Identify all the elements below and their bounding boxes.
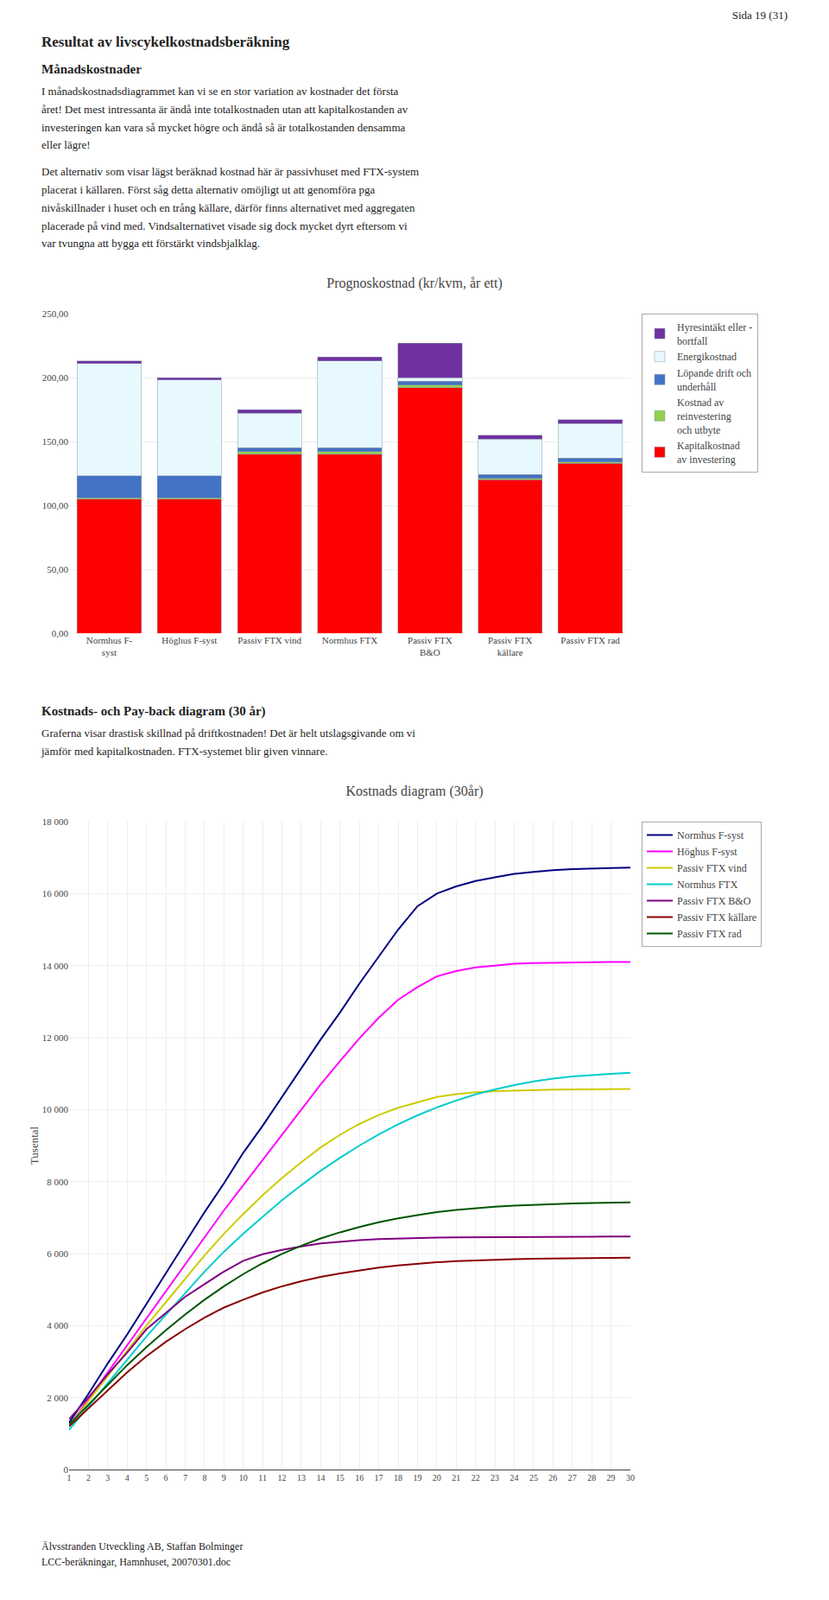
svg-text:Hyresintäkt eller -bortfall: Hyresintäkt eller -bortfall — [677, 321, 753, 348]
svg-text:Höghus F-syst: Höghus F-syst — [677, 845, 738, 858]
svg-text:23: 23 — [490, 1472, 500, 1482]
svg-text:Passiv FTXkällare: Passiv FTXkällare — [487, 634, 533, 658]
svg-text:16 000: 16 000 — [42, 887, 70, 899]
svg-text:Passiv FTX rad: Passiv FTX rad — [677, 927, 742, 940]
html-text:Sida 19 (31): Sida 19 (31) — [732, 8, 788, 22]
svg-text:Normhus F-syst: Normhus F-syst — [677, 829, 745, 842]
svg-text:0,00: 0,00 — [51, 627, 70, 639]
svg-text:150,00: 150,00 — [42, 436, 70, 447]
html-text:Resultat av livscykelkostnadsb: Resultat av livscykelkostnadsberäkning — [41, 33, 290, 51]
svg-text:Normhus FTX: Normhus FTX — [677, 878, 739, 891]
svg-text:4: 4 — [125, 1472, 130, 1482]
svg-text:Kostnads diagram (30år): Kostnads diagram (30år) — [345, 783, 483, 799]
svg-text:250,00: 250,00 — [42, 308, 70, 319]
svg-text:Prognoskostnad (kr/kvm, år ett: Prognoskostnad (kr/kvm, år ett) — [326, 275, 503, 292]
svg-text:6: 6 — [164, 1472, 169, 1482]
svg-text:Passiv FTXB&O: Passiv FTXB&O — [407, 634, 453, 658]
svg-text:30: 30 — [626, 1472, 635, 1482]
svg-text:12: 12 — [278, 1472, 287, 1482]
svg-text:0: 0 — [63, 1463, 70, 1475]
svg-text:17: 17 — [374, 1472, 384, 1482]
html-text:Månadskostnader: Månadskostnader — [41, 62, 142, 76]
svg-text:Löpande drift ochunderhåll: Löpande drift ochunderhåll — [677, 367, 752, 393]
svg-text:22: 22 — [471, 1472, 481, 1482]
svg-text:13: 13 — [297, 1472, 306, 1482]
svg-text:Passiv FTX vind: Passiv FTX vind — [677, 861, 747, 874]
svg-text:8 000: 8 000 — [46, 1175, 69, 1186]
svg-text:8: 8 — [202, 1472, 207, 1482]
svg-text:Passiv FTX källare: Passiv FTX källare — [677, 911, 757, 924]
svg-text:27: 27 — [568, 1472, 577, 1482]
svg-text:200,00: 200,00 — [42, 372, 70, 383]
svg-text:Tusental: Tusental — [27, 1125, 41, 1165]
svg-text:18 000: 18 000 — [42, 816, 70, 827]
svg-text:50,00: 50,00 — [46, 563, 69, 575]
html-text:Älvsstranden Utveckling AB, St: Älvsstranden Utveckling AB, Staffan Bolm… — [41, 1539, 244, 1568]
html-text:Det alternativ som visar lägst: Det alternativ som visar lägst beräknad … — [41, 165, 419, 250]
svg-text:Passiv FTX B&O: Passiv FTX B&O — [677, 894, 752, 907]
svg-text:18: 18 — [393, 1472, 403, 1482]
svg-text:6 000: 6 000 — [46, 1247, 69, 1259]
svg-text:7: 7 — [183, 1472, 188, 1482]
svg-text:Höghus F-syst: Höghus F-syst — [161, 634, 217, 646]
svg-text:14 000: 14 000 — [42, 959, 70, 970]
svg-text:Passiv FTX rad: Passiv FTX rad — [560, 634, 621, 646]
svg-text:2 000: 2 000 — [46, 1391, 69, 1402]
svg-text:24: 24 — [510, 1472, 519, 1482]
svg-text:29: 29 — [607, 1472, 616, 1482]
svg-text:20: 20 — [432, 1472, 442, 1482]
svg-text:19: 19 — [412, 1472, 422, 1482]
svg-text:28: 28 — [587, 1472, 596, 1482]
svg-text:4 000: 4 000 — [46, 1319, 69, 1330]
svg-text:2: 2 — [86, 1472, 91, 1482]
html-text:Graferna visar drastisk skilln: Graferna visar drastisk skillnad på drif… — [41, 726, 416, 758]
svg-text:9: 9 — [221, 1472, 227, 1482]
html-text:I månadskostnadsdiagrammet kan: I månadskostnadsdiagrammet kan vi se en … — [41, 84, 408, 152]
svg-text:5: 5 — [144, 1472, 149, 1482]
svg-text:11: 11 — [258, 1472, 267, 1482]
svg-text:26: 26 — [548, 1472, 557, 1482]
svg-text:Normhus FTX: Normhus FTX — [322, 634, 379, 646]
svg-text:Normhus F-syst: Normhus F-syst — [86, 634, 133, 658]
svg-text:16: 16 — [354, 1472, 364, 1482]
svg-text:15: 15 — [335, 1472, 345, 1482]
svg-text:1: 1 — [67, 1472, 72, 1482]
svg-text:14: 14 — [316, 1472, 325, 1482]
svg-text:3: 3 — [105, 1472, 110, 1482]
svg-text:10: 10 — [239, 1472, 248, 1482]
svg-text:Energikostnad: Energikostnad — [677, 351, 737, 364]
svg-text:Kapitalkostnadav investering: Kapitalkostnadav investering — [677, 439, 741, 466]
html-text:Kostnads- och Pay-back diagram: Kostnads- och Pay-back diagram (30 år) — [41, 703, 266, 718]
svg-text:12 000: 12 000 — [42, 1031, 70, 1043]
svg-text:25: 25 — [529, 1472, 538, 1482]
svg-text:Passiv FTX vind: Passiv FTX vind — [237, 634, 302, 646]
svg-text:21: 21 — [451, 1472, 461, 1482]
svg-text:Kostnad avreinvesteringoch utb: Kostnad avreinvesteringoch utbyte — [677, 397, 732, 437]
svg-text:10 000: 10 000 — [42, 1103, 70, 1114]
svg-text:100,00: 100,00 — [42, 499, 70, 511]
